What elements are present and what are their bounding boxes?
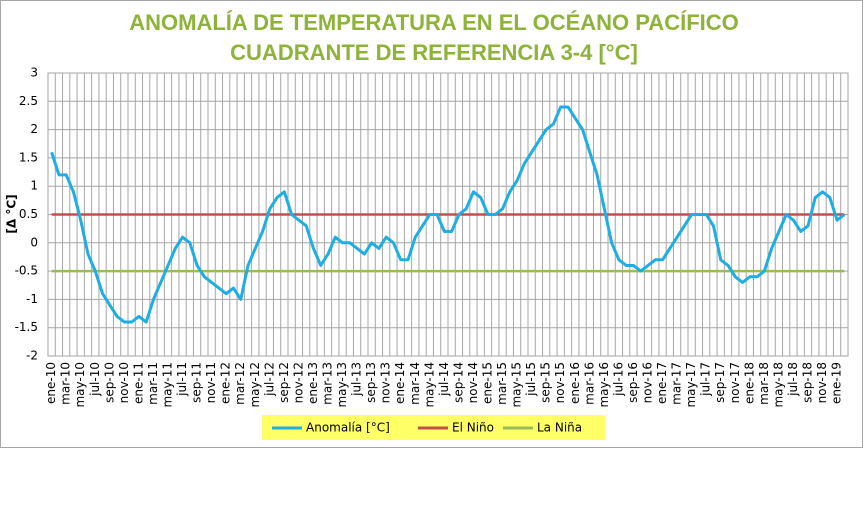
x-tick-label: nov-17 <box>728 362 742 403</box>
chart-title: ANOMALÍA DE TEMPERATURA EN EL OCÉANO PAC… <box>129 10 739 35</box>
x-tick-label: ene-17 <box>655 362 669 404</box>
y-tick-label: -1 <box>26 292 38 306</box>
x-tick-label: nov-15 <box>553 362 567 403</box>
x-tick-label: ene-10 <box>44 362 58 404</box>
y-tick-label: 2 <box>30 122 38 136</box>
y-tick-label: -0.5 <box>15 264 38 278</box>
x-tick-label: nov-18 <box>815 362 829 403</box>
chart-subtitle: CUADRANTE DE REFERENCIA 3-4 [°C] <box>230 40 638 65</box>
x-tick-label: mar-15 <box>495 362 509 405</box>
x-tick-label: mar-16 <box>582 362 596 405</box>
x-tick-label: may-12 <box>248 362 262 408</box>
x-tick-label: sep-15 <box>539 362 553 403</box>
x-tick-label: jul-14 <box>437 362 451 397</box>
x-tick-label: ene-16 <box>568 362 582 404</box>
x-tick-label: jul-17 <box>699 362 713 397</box>
x-tick-label: sep-13 <box>364 362 378 403</box>
y-tick-label: 2.5 <box>19 94 38 108</box>
x-tick-label: jul-16 <box>611 362 625 397</box>
y-tick-label: 1.5 <box>19 150 38 164</box>
y-tick-label: 0.5 <box>19 207 38 221</box>
x-tick-label: mar-13 <box>321 362 335 405</box>
y-axis-label: [Δ °C] <box>5 194 19 233</box>
x-tick-label: sep-14 <box>451 362 465 403</box>
x-tick-label: ene-19 <box>830 362 844 404</box>
chart-frame <box>0 0 863 448</box>
x-tick-label: sep-16 <box>626 362 640 403</box>
x-tick-label: mar-17 <box>670 362 684 405</box>
x-tick-label: nov-11 <box>204 362 218 403</box>
x-tick-label: may-15 <box>510 362 524 408</box>
x-tick-label: may-13 <box>335 362 349 408</box>
x-tick-label: jul-10 <box>88 362 102 397</box>
x-tick-label: mar-12 <box>233 362 247 405</box>
x-tick-label: mar-18 <box>757 362 771 405</box>
x-tick-label: nov-10 <box>117 362 131 403</box>
x-tick-label: jul-12 <box>262 362 276 397</box>
series-line <box>50 105 846 324</box>
x-tick-label: ene-14 <box>393 362 407 404</box>
legend-label: El Niño <box>452 421 494 435</box>
x-tick-label: sep-17 <box>713 362 727 403</box>
x-tick-label: sep-12 <box>277 362 291 403</box>
x-tick-label: may-18 <box>771 362 785 408</box>
x-tick-label: nov-14 <box>466 362 480 403</box>
plot-border <box>47 72 849 357</box>
x-tick-label: ene-18 <box>742 362 756 404</box>
y-tick-label: 1 <box>30 179 38 193</box>
x-tick-label: jul-13 <box>350 362 364 397</box>
x-tick-label: sep-18 <box>801 362 815 403</box>
x-tick-label: nov-16 <box>641 362 655 403</box>
x-tick-label: nov-12 <box>291 362 305 403</box>
legend-label: La Niña <box>537 421 582 435</box>
x-tick-label: mar-11 <box>146 362 160 405</box>
x-tick-label: ene-13 <box>306 362 320 404</box>
x-tick-label: sep-10 <box>102 362 116 403</box>
x-tick-label: jul-15 <box>524 362 538 397</box>
x-tick-label: sep-11 <box>190 362 204 403</box>
y-tick-label: -2 <box>26 349 38 363</box>
x-tick-label: jul-18 <box>786 362 800 397</box>
legend-label: Anomalía [°C] <box>306 421 390 435</box>
y-tick-label: -1.5 <box>15 320 38 334</box>
x-tick-label: may-11 <box>161 362 175 408</box>
x-tick-label: may-16 <box>597 362 611 408</box>
x-tick-label: may-10 <box>73 362 87 408</box>
x-tick-label: ene-15 <box>481 362 495 404</box>
x-tick-label: mar-14 <box>408 362 422 405</box>
x-tick-label: may-17 <box>684 362 698 408</box>
x-tick-label: ene-11 <box>131 362 145 404</box>
x-tick-label: mar-10 <box>59 362 73 405</box>
x-tick-label: may-14 <box>422 362 436 408</box>
x-tick-label: jul-11 <box>175 362 189 397</box>
x-tick-label: ene-12 <box>219 362 233 404</box>
y-tick-label: 0 <box>30 235 38 249</box>
y-tick-label: 3 <box>30 66 38 80</box>
x-tick-label: nov-13 <box>379 362 393 403</box>
